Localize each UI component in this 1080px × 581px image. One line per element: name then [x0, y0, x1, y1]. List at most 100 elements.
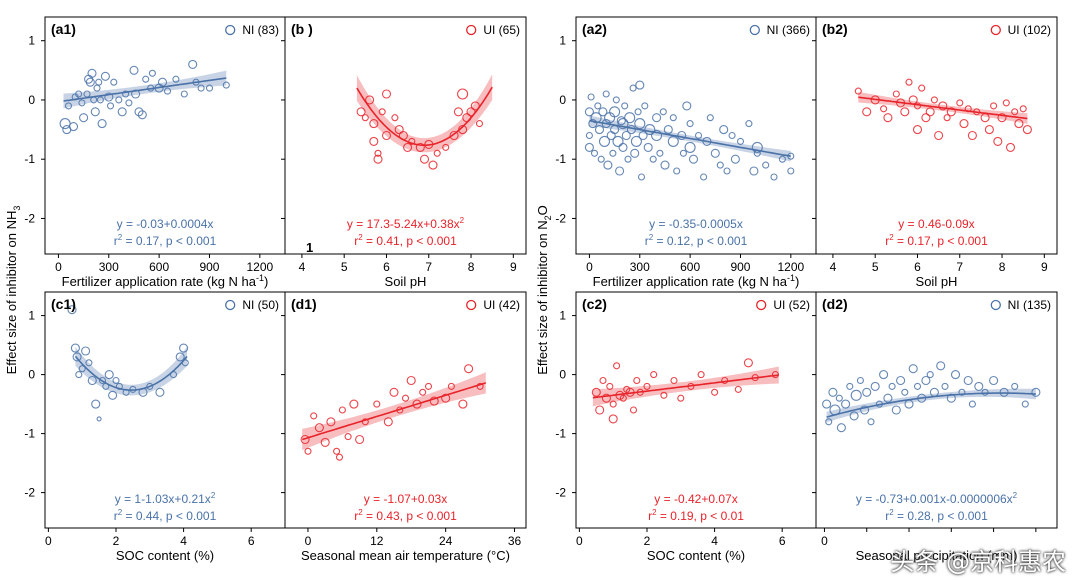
data-point [950, 370, 961, 380]
legend-text: NI (135) [1008, 298, 1051, 312]
data-point [762, 161, 770, 169]
data-point [841, 399, 851, 409]
panel-label: (a1) [51, 21, 76, 37]
data-point [1014, 119, 1024, 129]
statistics-r: r [354, 509, 358, 523]
data-point [913, 382, 922, 390]
data-point [745, 120, 753, 128]
x-axis-label: Fertilizer application rate (kg N ha-1) [593, 273, 800, 289]
equation: y = 17.3-5.24x+0.38x2 [347, 216, 465, 231]
legend-marker [990, 24, 1001, 36]
data-point [734, 385, 742, 393]
data-point [697, 371, 705, 379]
data-point [635, 80, 645, 90]
data-point [180, 90, 188, 98]
data-point [862, 387, 872, 397]
data-point [594, 102, 602, 110]
data-point [860, 405, 870, 415]
y-tick-label: -2 [555, 211, 566, 225]
x-tick-label: 7 [956, 260, 963, 274]
data-point [615, 166, 625, 176]
statistics-sup: 2 [649, 233, 654, 242]
legend-text: UI (52) [773, 298, 810, 312]
data-point [883, 113, 893, 123]
data-point [95, 78, 103, 86]
data-point [365, 95, 375, 105]
data-point [433, 149, 441, 157]
data-point [641, 102, 649, 110]
data-point [974, 381, 984, 391]
statistics: r2 = 0.12, p < 0.001 [645, 233, 748, 248]
data-point [936, 361, 946, 371]
statistics-tail: = 0.19, p < 0.01 [657, 509, 745, 523]
data-point [117, 107, 127, 117]
statistics-r: r [885, 234, 889, 248]
equation: y = 1-1.03x+0.21x2 [115, 491, 216, 506]
data-point [369, 119, 379, 129]
legend-text: UI (65) [483, 23, 520, 37]
data-point [634, 108, 642, 116]
data-point [344, 433, 352, 441]
panel-label: (a2) [582, 21, 607, 37]
legend-text: NI (83) [242, 23, 279, 37]
data-point [79, 113, 89, 123]
x-tick-label: 5 [341, 260, 348, 274]
y-tick-label: -2 [24, 486, 35, 500]
x-tick-label: 0 [55, 260, 62, 274]
equation-main: y = 1-1.03x+0.21x [115, 492, 211, 506]
data-point [659, 108, 667, 116]
statistics: r2 = 0.28, p < 0.001 [885, 508, 988, 523]
fit-line [858, 96, 1028, 120]
data-point [609, 400, 617, 408]
y-tick-label: 0 [559, 368, 566, 382]
statistics: r2 = 0.17, p < 0.001 [885, 233, 988, 248]
x-tick-label: 900 [730, 260, 750, 274]
y-axis-title-right-main: Effect size of inhibitor on N [535, 220, 550, 374]
data-point [967, 130, 977, 141]
equation-sup: 2 [1013, 491, 1018, 500]
data-point [72, 352, 82, 362]
y-axis-title-left-main: Effect size of inhibitor on NH [4, 211, 19, 375]
data-point [475, 120, 484, 128]
statistics: r2 = 0.43, p < 0.001 [354, 508, 457, 523]
data-point [856, 376, 864, 385]
data-point [599, 376, 607, 385]
legend-marker [756, 299, 767, 311]
x-axis-label-main: Seasonal mean air temperature (°C) [301, 548, 510, 563]
data-point [621, 130, 631, 141]
data-point [888, 382, 896, 390]
data-point [584, 142, 594, 152]
statistics-sup: 2 [652, 508, 657, 517]
data-point [984, 125, 994, 135]
data-point [59, 118, 71, 130]
data-point [172, 75, 180, 83]
fit-line [301, 382, 487, 441]
data-point [959, 119, 969, 129]
fit-line [592, 374, 779, 399]
x-axis-label-sup: -1 [787, 273, 795, 283]
data-point [142, 75, 150, 83]
y-tick-label: 1 [559, 309, 566, 323]
x-axis-label-sup: -1 [256, 273, 264, 283]
data-point [314, 423, 324, 433]
data-point [617, 118, 629, 130]
panel-frame [815, 291, 1058, 529]
legend-marker [225, 24, 236, 36]
data-point [673, 167, 681, 175]
data-point [1011, 108, 1019, 116]
data-point [300, 434, 310, 445]
data-point [716, 161, 724, 169]
x-tick-label: 4 [299, 260, 306, 274]
data-point [905, 78, 913, 86]
data-point [669, 114, 677, 122]
fit-line [63, 77, 227, 102]
statistics: r2 = 0.17, p < 0.001 [114, 233, 217, 248]
data-point [918, 84, 926, 92]
x-tick-label: 12 [370, 534, 384, 548]
fit-line [589, 119, 791, 157]
x-tick-label: 7 [425, 260, 432, 274]
data-point [638, 130, 648, 141]
data-point [921, 113, 931, 123]
x-tick-label: 300 [99, 260, 119, 274]
stray-label: 1 [306, 240, 313, 255]
